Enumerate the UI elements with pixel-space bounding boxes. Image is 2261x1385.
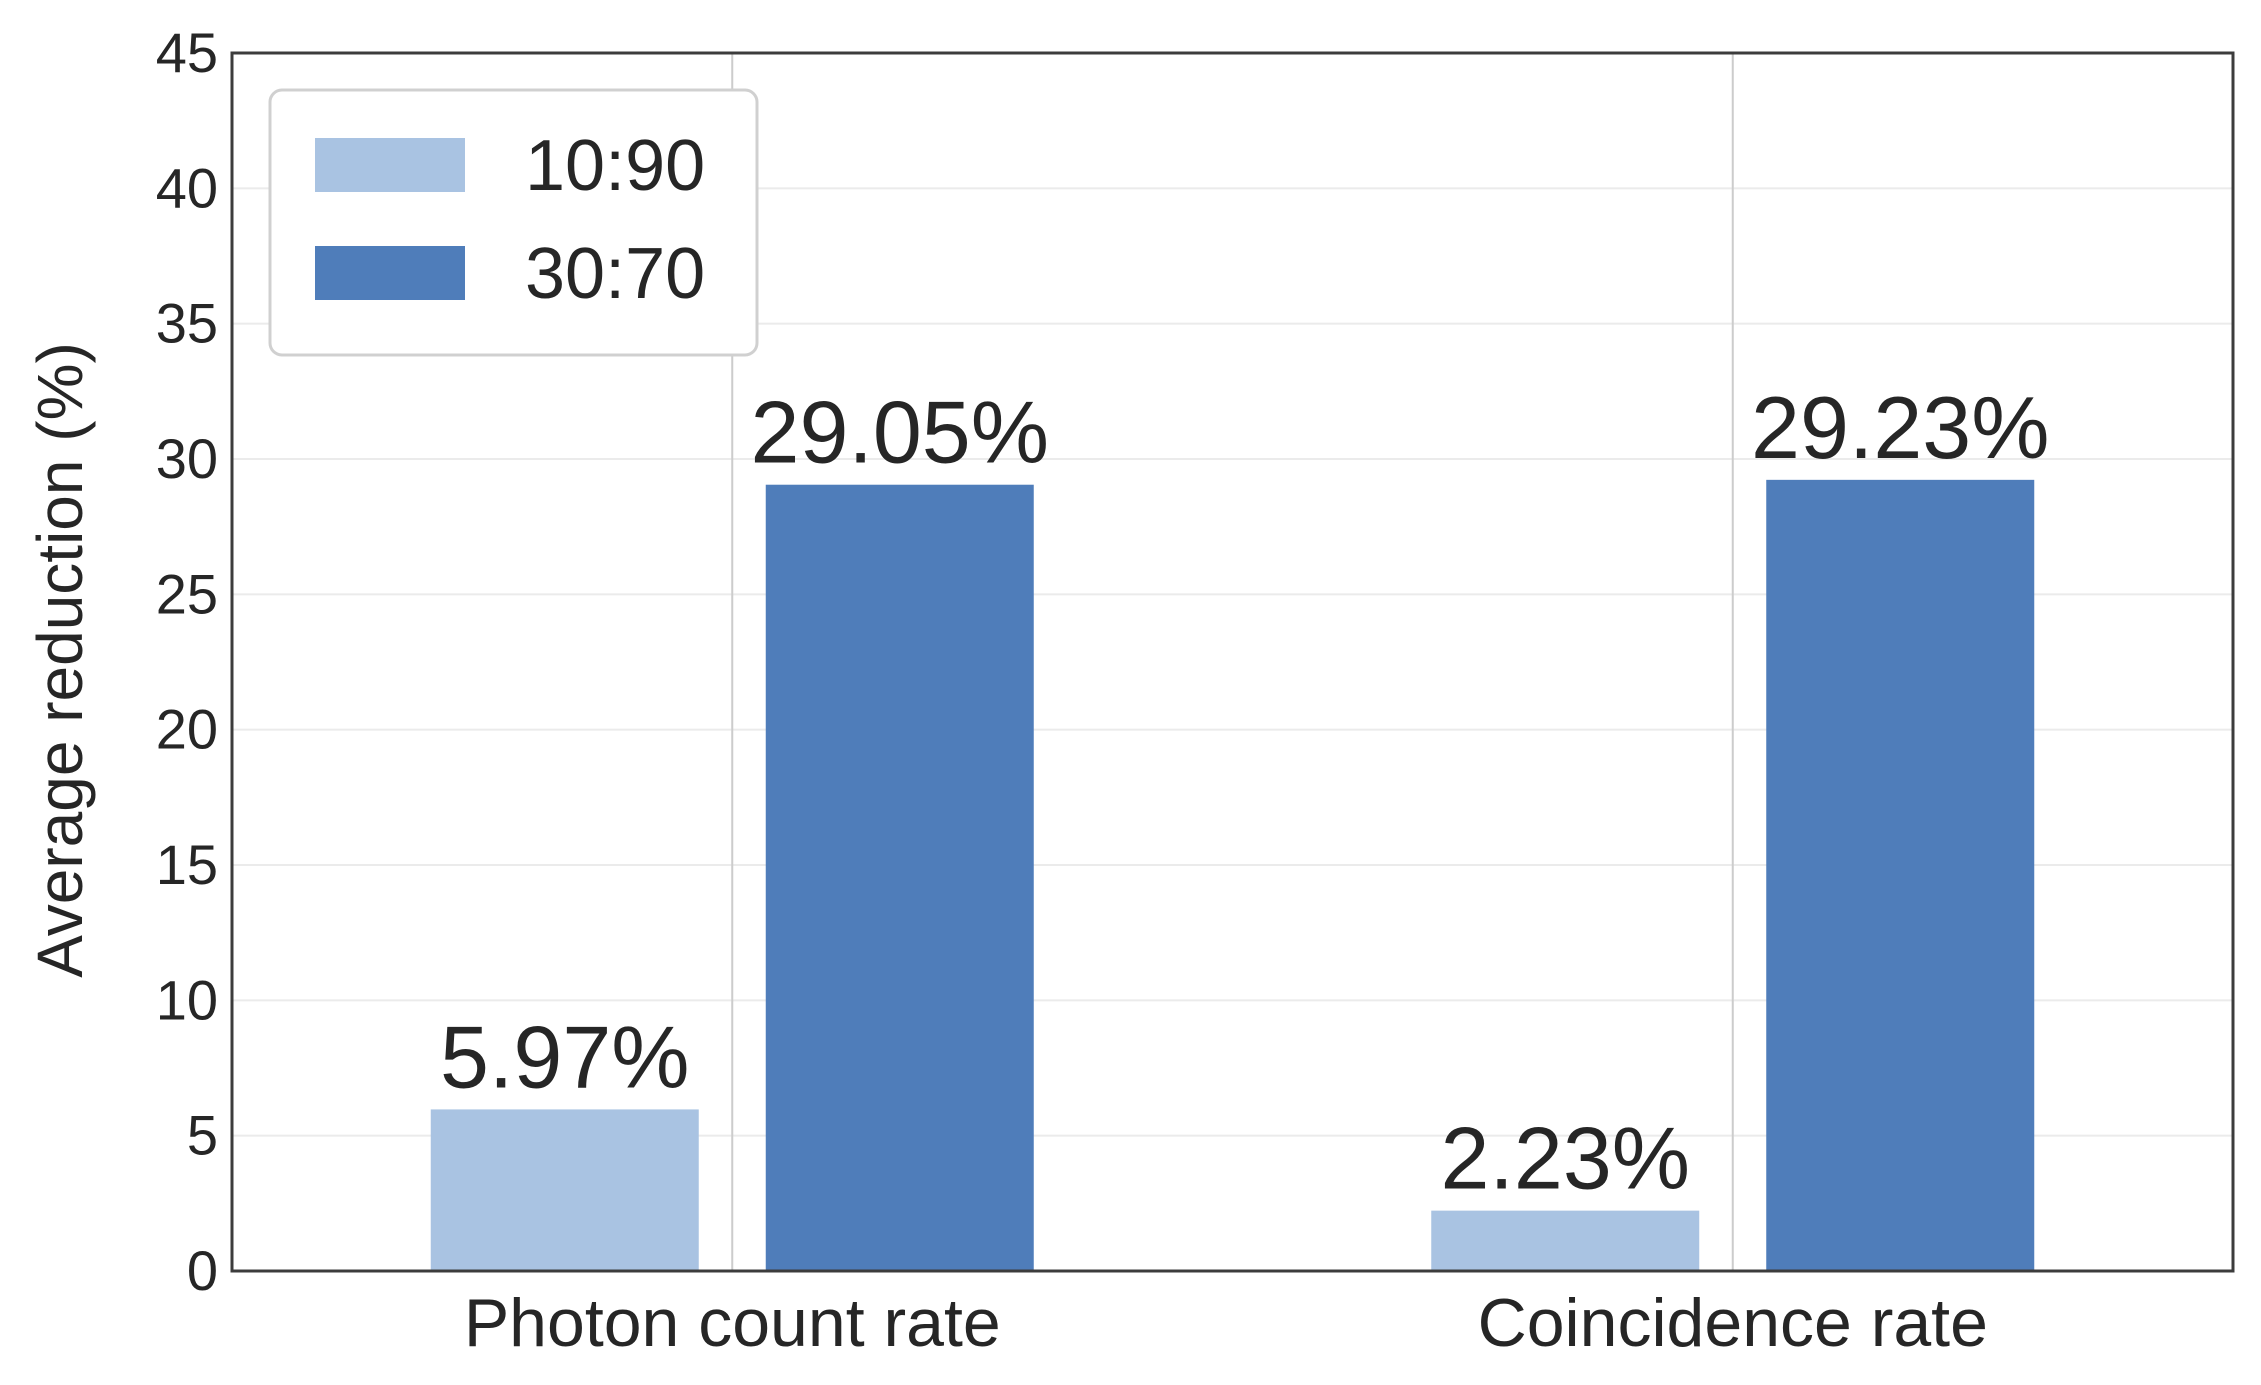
- y-axis-ticks: 0 5 10 15 20 25 30 35 40 45: [156, 21, 218, 1302]
- x-tick-label: Coincidence rate: [1478, 1285, 1988, 1361]
- bar-30-70: [765, 484, 1034, 1271]
- data-label: 5.97%: [440, 1007, 690, 1106]
- data-label: 2.23%: [1440, 1109, 1690, 1208]
- legend-swatch: [315, 138, 465, 192]
- y-axis-label: Average reduction (%): [24, 342, 96, 978]
- y-tick-label: 40: [156, 156, 218, 219]
- plot-frame: [230, 51, 2235, 1273]
- bar-30-70: [1766, 479, 2035, 1272]
- y-tick-label: 35: [156, 292, 218, 355]
- y-tick-label: 10: [156, 968, 218, 1031]
- y-tick-label: 5: [187, 1104, 218, 1167]
- y-tick-label: 25: [156, 562, 218, 625]
- bar-10-90: [1431, 1210, 1700, 1271]
- x-tick-label: Photon count rate: [464, 1285, 1001, 1361]
- legend-label: 30:70: [525, 234, 705, 314]
- data-label: 29.05%: [751, 383, 1049, 482]
- bars: [430, 479, 2035, 1272]
- y-tick-label: 45: [156, 21, 218, 84]
- y-tick-label: 15: [156, 833, 218, 896]
- y-tick-label: 30: [156, 427, 218, 490]
- x-axis-ticks: Photon count rate Coincidence rate: [464, 1285, 1988, 1361]
- bar-10-90: [430, 1109, 699, 1271]
- y-tick-label: 20: [156, 698, 218, 761]
- legend-swatch: [315, 246, 465, 300]
- legend-label: 10:90: [525, 126, 705, 206]
- legend: 10:90 30:70: [268, 88, 759, 357]
- y-tick-label: 0: [187, 1239, 218, 1302]
- data-label: 29.23%: [1751, 378, 2049, 477]
- data-labels: 5.97% 2.23% 29.05% 29.23%: [440, 378, 2050, 1208]
